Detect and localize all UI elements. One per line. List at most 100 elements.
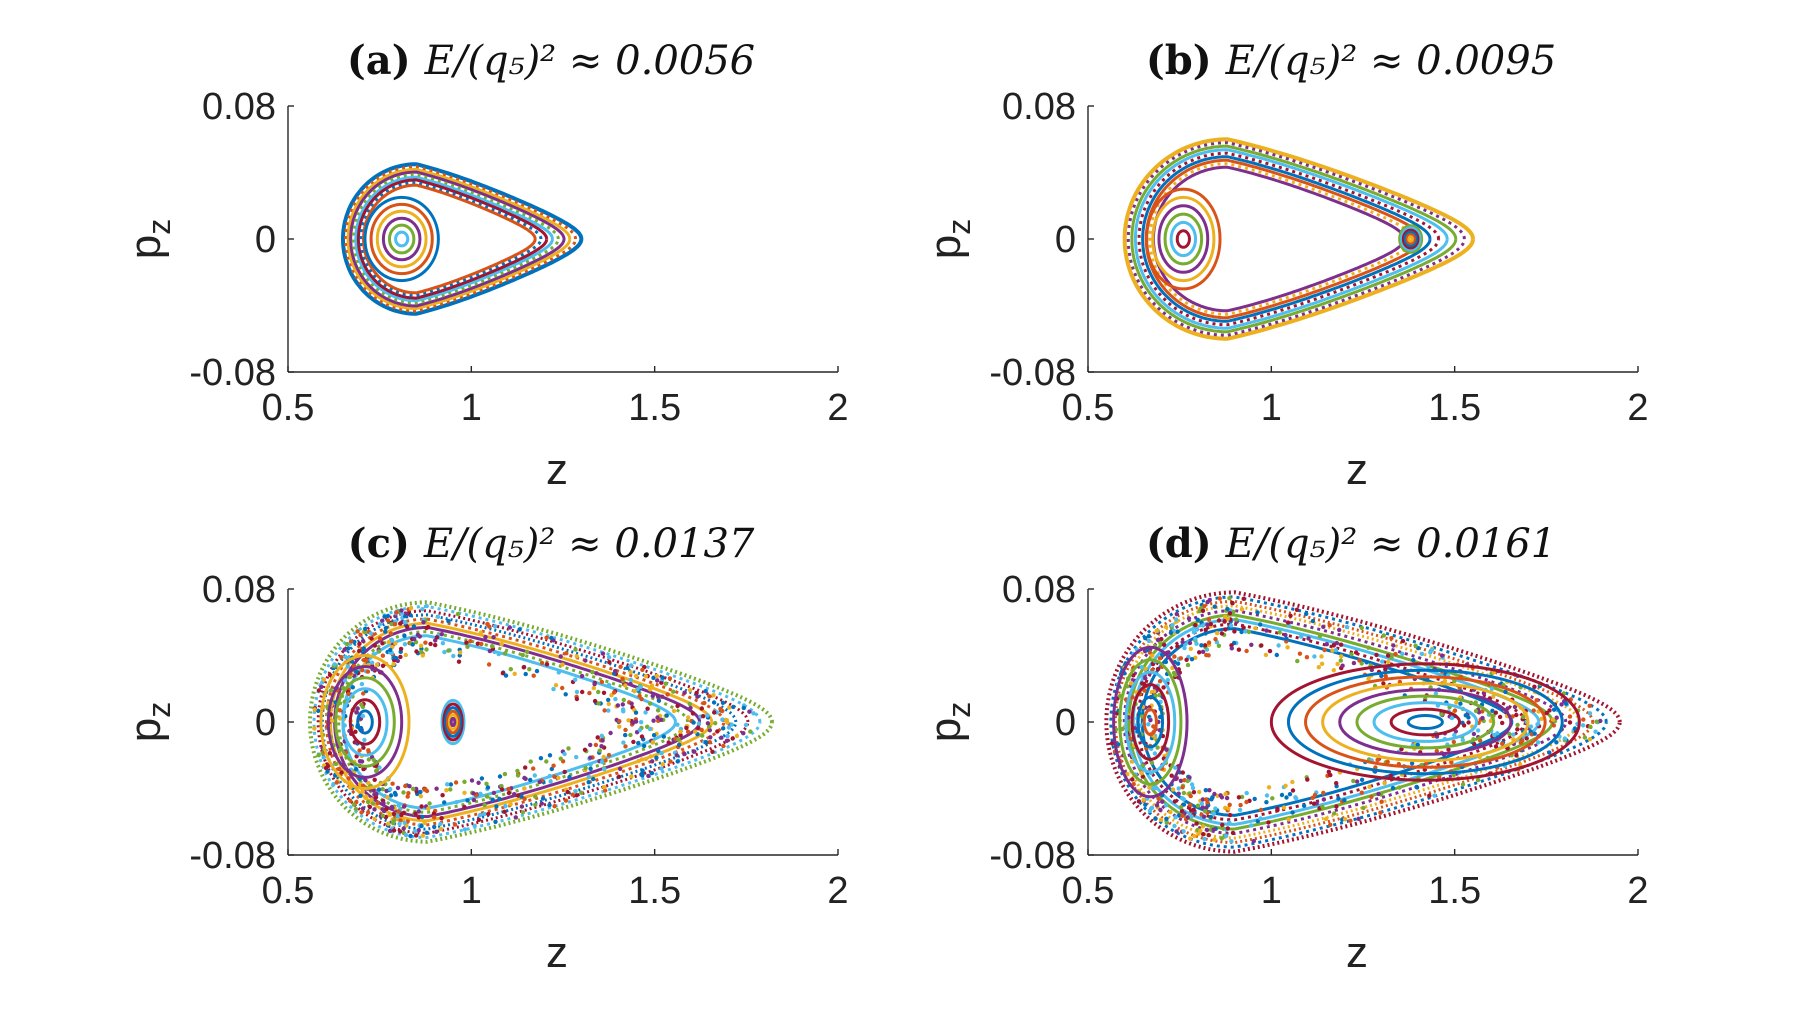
orbit-point (1264, 800, 1269, 805)
orbit-point (503, 803, 508, 809)
orbit-point (519, 804, 525, 809)
orbit-point (1146, 634, 1152, 639)
orbit-point (426, 806, 431, 811)
orbit-point (1225, 826, 1231, 831)
orbit-point (422, 787, 427, 792)
island-orbit (369, 202, 434, 276)
orbit-point (361, 691, 366, 696)
orbit-point (574, 754, 579, 760)
orbit-point (1206, 617, 1212, 622)
y-axis-label: pz (121, 219, 177, 259)
orbit-point (1154, 628, 1160, 633)
orbit-point (392, 790, 398, 796)
orbit-point (708, 735, 713, 740)
orbit-point (727, 705, 732, 710)
orbit-point (606, 682, 612, 688)
orbit-point (1181, 802, 1187, 807)
orbit-point (1204, 827, 1210, 833)
orbit-point (1305, 777, 1310, 782)
orbit-point (420, 607, 425, 612)
orbit-point (687, 701, 692, 707)
orbit-point (1139, 771, 1144, 776)
orbit-point (724, 718, 729, 723)
orbit-point (1432, 793, 1437, 798)
orbit-point (1413, 643, 1418, 648)
orbit-point (645, 706, 650, 711)
orbit-point (1320, 804, 1325, 809)
orbit-point (705, 721, 711, 726)
orbit-point (390, 781, 395, 786)
orbit-point (637, 693, 642, 699)
orbit-point (1195, 617, 1201, 622)
orbit-point (1353, 650, 1359, 655)
orbit-point (623, 744, 628, 749)
orbit-point (419, 804, 424, 809)
orbit-point (1359, 777, 1365, 782)
orbit-point (720, 700, 726, 705)
orbit-point (563, 798, 569, 803)
island-orbit (326, 665, 404, 779)
orbit-point (1244, 799, 1249, 805)
orbit-point (1534, 698, 1539, 703)
orbit-point (588, 766, 593, 771)
orbit-point (391, 811, 396, 817)
orbit-point (548, 779, 553, 784)
orbit-point (613, 668, 618, 674)
orbit-point (418, 643, 424, 648)
orbit-point (599, 744, 604, 749)
orbit-point (1182, 645, 1187, 651)
orbit-point (528, 759, 533, 764)
orbit-point (1187, 640, 1193, 646)
orbit-point (1216, 618, 1222, 623)
orbit-point (593, 742, 599, 748)
orbit-point (469, 778, 475, 783)
orbit-point (1157, 679, 1163, 684)
orbit-point (1189, 782, 1195, 787)
orbit-point (547, 753, 553, 758)
orbit-point (433, 642, 438, 648)
orbit-point (396, 803, 401, 808)
orbit-point (1131, 781, 1136, 787)
orbit-point (1286, 817, 1291, 822)
orbit-point (476, 780, 481, 785)
orbit-point (439, 816, 444, 821)
orbit-point (1130, 695, 1135, 700)
orbit-point (348, 798, 353, 803)
orbit-point (1452, 708, 1458, 713)
orbit-point (1172, 672, 1178, 678)
orbit-point (1284, 636, 1289, 641)
orbit-point (1361, 805, 1366, 811)
orbit-point (1205, 622, 1210, 628)
orbit-point (556, 775, 561, 781)
y-tick-label: 0.08 (1002, 569, 1076, 611)
orbit-point (1528, 724, 1534, 729)
orbit-point (1304, 655, 1310, 660)
orbit-point (406, 791, 411, 796)
panel-energy: E/(q₅)² ≈ 0.0161 (1225, 521, 1556, 567)
orbit-point (1497, 714, 1503, 720)
orbit-point (1515, 727, 1520, 732)
orbit-point (354, 669, 359, 674)
orbit-point (1369, 794, 1374, 800)
orbit-point (671, 689, 676, 694)
orbit-point (725, 733, 730, 739)
orbit-layer (1104, 590, 1622, 854)
orbit-point (1411, 657, 1416, 663)
panel-title: (c) E/(q₅)² ≈ 0.0137 (348, 520, 755, 567)
orbit-point (1160, 799, 1165, 804)
orbit-point (1174, 611, 1180, 617)
orbit-point (640, 667, 645, 672)
orbit-point (319, 684, 324, 690)
orbit-point (1170, 622, 1175, 628)
orbit-point (678, 733, 683, 738)
orbit-point (508, 802, 513, 807)
orbit-point (499, 787, 505, 792)
orbit-point (688, 705, 693, 711)
orbit-point (359, 810, 364, 815)
panel-energy: E/(q₅)² ≈ 0.0056 (424, 38, 755, 84)
orbit-point (1200, 805, 1205, 810)
orbit-point (1234, 617, 1239, 622)
orbit-point (1359, 625, 1365, 631)
orbit-point (654, 673, 660, 679)
orbit-point (403, 652, 408, 658)
